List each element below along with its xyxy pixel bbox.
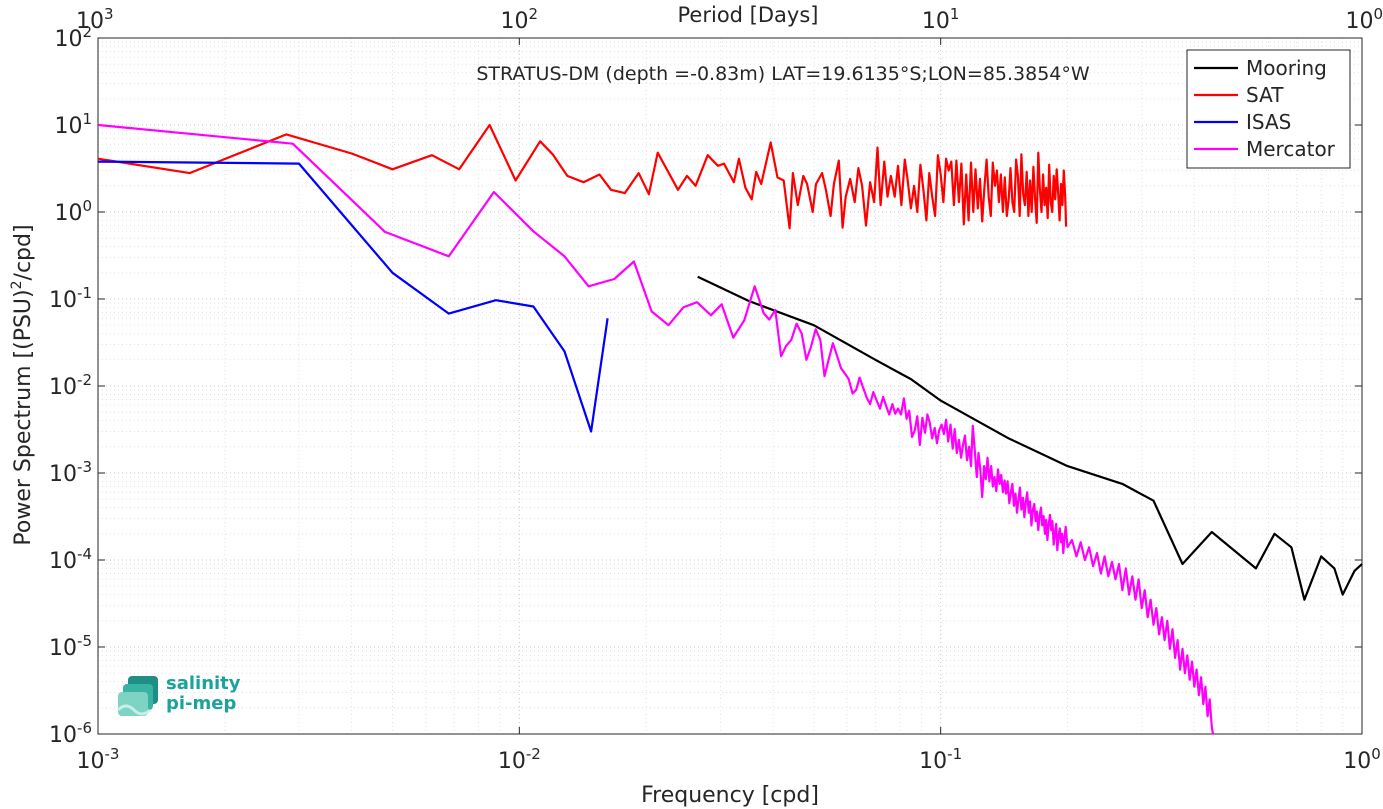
y-tick-label: 102 bbox=[54, 23, 92, 52]
y-tick-label-exp: -5 bbox=[77, 632, 92, 650]
x-tick-label-base: 10 bbox=[1343, 749, 1371, 774]
x-tick-label-exp: -1 bbox=[947, 745, 962, 763]
y-tick-label-exp: -4 bbox=[77, 545, 92, 563]
y-tick-label: 10-6 bbox=[49, 719, 92, 748]
series-line-mercator bbox=[97, 123, 1215, 735]
series-line-isas bbox=[97, 160, 609, 433]
y-tick-label-exp: 2 bbox=[82, 23, 92, 41]
y-tick-label: 10-1 bbox=[49, 284, 92, 313]
grid-lines bbox=[98, 38, 1362, 734]
x-tick-label-base: 10 bbox=[498, 749, 526, 774]
y-tick-label-exp: 1 bbox=[82, 110, 92, 128]
legend-label: Mooring bbox=[1246, 56, 1327, 80]
top-tick-label-base: 10 bbox=[501, 9, 529, 34]
x-tick-label-base: 10 bbox=[77, 749, 105, 774]
x-tick-label: 10-1 bbox=[919, 745, 962, 774]
top-tick-label: 100 bbox=[1345, 5, 1383, 34]
x-tick-label-exp: 0 bbox=[1371, 745, 1381, 763]
y-tick-label-base: 10 bbox=[54, 27, 82, 52]
logo-waves-icon bbox=[116, 676, 158, 716]
y-tick-label-exp: -1 bbox=[77, 284, 92, 302]
x-tick-label: 10-2 bbox=[498, 745, 541, 774]
y-tick-label: 10-4 bbox=[49, 545, 92, 574]
y-tick-label-base: 10 bbox=[49, 375, 77, 400]
y-tick-label-exp: -2 bbox=[77, 371, 92, 389]
top-tick-label-base: 10 bbox=[76, 9, 104, 34]
x-tick-label: 100 bbox=[1343, 745, 1381, 774]
y-tick-label-base: 10 bbox=[49, 636, 77, 661]
y-tick-label-base: 10 bbox=[54, 114, 82, 139]
y-axis-label-main: Power Spectrum [(PSU) bbox=[11, 289, 36, 545]
top-tick-label-base: 10 bbox=[1345, 9, 1373, 34]
series-lines bbox=[97, 123, 1363, 735]
y-axis-label-sup: 2 bbox=[9, 280, 25, 289]
top-axis-label: Period [Days] bbox=[678, 3, 819, 27]
y-axis-label: Power Spectrum [(PSU)2/cpd] bbox=[9, 224, 36, 545]
top-tick-label-base: 10 bbox=[922, 9, 950, 34]
x-tick-label: 10-3 bbox=[77, 745, 120, 774]
series-line-mooring bbox=[697, 275, 1363, 601]
y-tick-label-base: 10 bbox=[49, 549, 77, 574]
x-axis-label: Frequency [cpd] bbox=[641, 783, 819, 808]
y-axis-label-tail: /cpd] bbox=[11, 224, 36, 280]
top-tick-label-exp: 1 bbox=[950, 5, 960, 23]
legend-label: Mercator bbox=[1246, 137, 1336, 161]
y-tick-label-exp: 0 bbox=[82, 197, 92, 215]
logo-line1: salinity bbox=[166, 673, 241, 694]
y-tick-label-base: 10 bbox=[49, 288, 77, 313]
y-tick-label-base: 10 bbox=[49, 462, 77, 487]
logo-line2: pi-mep bbox=[166, 693, 237, 714]
top-tick-label: 103 bbox=[76, 5, 114, 34]
top-tick-label-exp: 0 bbox=[1373, 5, 1383, 23]
y-tick-label: 10-5 bbox=[49, 632, 92, 661]
y-tick-label: 10-2 bbox=[49, 371, 92, 400]
series-line-sat bbox=[97, 123, 1068, 230]
legend-label: SAT bbox=[1246, 83, 1284, 107]
salinity-pi-mep-logo: salinity pi-mep bbox=[116, 674, 246, 722]
x-tick-label-exp: -2 bbox=[526, 745, 541, 763]
logo-text: salinity pi-mep bbox=[166, 674, 241, 714]
top-tick-label: 101 bbox=[922, 5, 960, 34]
x-tick-label-base: 10 bbox=[919, 749, 947, 774]
y-tick-label-base: 10 bbox=[54, 201, 82, 226]
legend-label: ISAS bbox=[1246, 110, 1291, 134]
y-tick-label-exp: -3 bbox=[77, 458, 92, 476]
x-tick-label-exp: -3 bbox=[105, 745, 120, 763]
y-tick-label-exp: -6 bbox=[77, 719, 92, 737]
top-tick-label-exp: 3 bbox=[104, 5, 114, 23]
y-tick-label: 10-3 bbox=[49, 458, 92, 487]
y-tick-label: 101 bbox=[54, 110, 92, 139]
legend: Mooring SAT ISAS Mercator bbox=[1186, 49, 1351, 169]
chart-title: STRATUS-DM (depth =-0.83m) LAT=19.6135°S… bbox=[476, 63, 1090, 85]
top-tick-label: 102 bbox=[501, 5, 539, 34]
y-tick-label: 100 bbox=[54, 197, 92, 226]
y-tick-label-base: 10 bbox=[49, 723, 77, 748]
top-tick-label-exp: 2 bbox=[529, 5, 539, 23]
